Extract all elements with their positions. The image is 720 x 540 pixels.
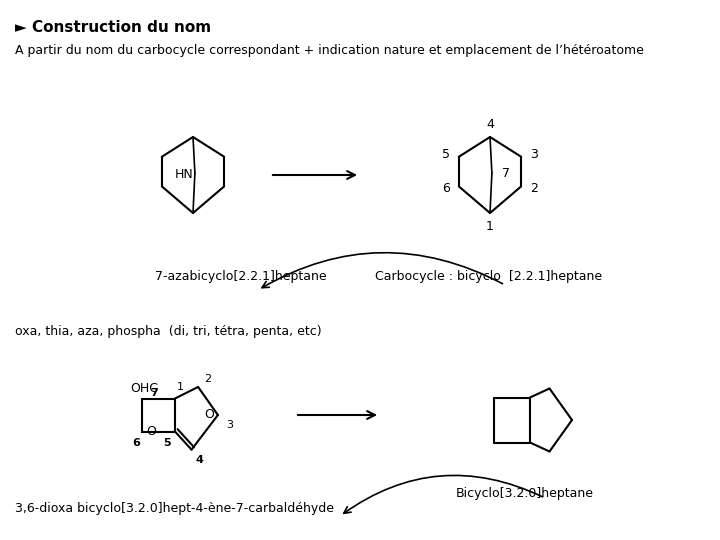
Text: 7-azabicyclo[2.2.1]heptane: 7-azabicyclo[2.2.1]heptane (155, 270, 327, 283)
Text: O: O (204, 408, 214, 422)
Text: 2: 2 (530, 182, 538, 195)
Text: 4: 4 (196, 455, 204, 464)
Text: 5: 5 (442, 148, 450, 161)
Text: HN: HN (174, 168, 193, 181)
Text: OHC: OHC (130, 382, 158, 395)
FancyArrowPatch shape (262, 253, 503, 288)
Text: Bicyclo[3.2.0]heptane: Bicyclo[3.2.0]heptane (456, 487, 594, 500)
Text: 6: 6 (132, 437, 140, 448)
Text: 7: 7 (502, 167, 510, 180)
Text: 4: 4 (486, 118, 494, 131)
Text: O: O (146, 425, 156, 438)
Text: 5: 5 (163, 437, 171, 448)
Text: 3: 3 (226, 420, 233, 430)
Text: 1: 1 (486, 219, 494, 233)
Text: 6: 6 (442, 182, 450, 195)
Text: oxa, thia, aza, phospha  (di, tri, tétra, penta, etc): oxa, thia, aza, phospha (di, tri, tétra,… (15, 325, 322, 338)
Text: 2: 2 (204, 374, 212, 384)
Text: Carbocycle : bicyclo  [2.2.1]heptane: Carbocycle : bicyclo [2.2.1]heptane (375, 270, 602, 283)
FancyArrowPatch shape (343, 475, 542, 514)
Text: A partir du nom du carbocycle correspondant + indication nature et emplacement d: A partir du nom du carbocycle correspond… (15, 44, 644, 57)
Text: 1: 1 (176, 381, 184, 391)
Text: 3,6-dioxa bicyclo[3.2.0]hept-4-ène-7-carbaldéhyde: 3,6-dioxa bicyclo[3.2.0]hept-4-ène-7-car… (15, 502, 334, 515)
Text: 7: 7 (150, 388, 158, 399)
Text: ► Construction du nom: ► Construction du nom (15, 20, 211, 35)
Text: 3: 3 (530, 148, 538, 161)
